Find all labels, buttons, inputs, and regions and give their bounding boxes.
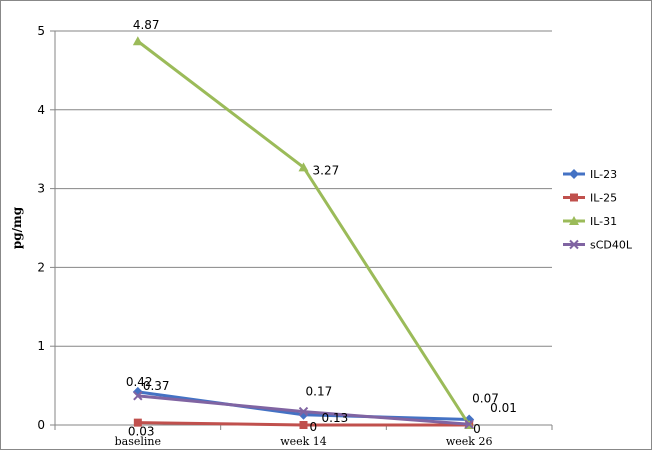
- x-tick-labels: baseline week 14 week 26: [115, 435, 493, 448]
- data-label: 0: [473, 422, 481, 436]
- data-point-scd40l: [133, 391, 143, 401]
- data-point-scd40l: [298, 406, 309, 417]
- legend-item-il-25: IL-25: [563, 192, 617, 205]
- legend-item-scd40l: sCD40L: [563, 239, 633, 252]
- legend-marker-scd40l: [569, 239, 579, 250]
- y-tick-labels: 0 1 2 3 4 5: [37, 24, 45, 432]
- y-tick-label: 4: [37, 103, 45, 117]
- legend-marker-il-25: [570, 193, 578, 202]
- data-point-scd40l: [464, 419, 474, 429]
- data-label: 0.37: [143, 379, 170, 393]
- x-tick-label-week-14: week 14: [280, 435, 327, 448]
- y-tick-label: 3: [37, 182, 45, 196]
- legend-marker-il-23: [569, 169, 579, 179]
- data-label: 0.42: [126, 375, 153, 389]
- series-il-31: [132, 36, 475, 429]
- data-point-il-31: [298, 162, 309, 172]
- legend-label-scd40l: sCD40L: [590, 239, 633, 252]
- legend-label-il-31: IL-31: [590, 215, 617, 228]
- data-label: 4.87: [133, 18, 160, 32]
- series-il-23: [132, 386, 475, 425]
- legend-marker-il-31: [569, 216, 579, 225]
- legend: IL-23 IL-25 IL-31 sCD40L: [563, 168, 633, 252]
- series-lines: [132, 36, 475, 429]
- data-label: 0.07: [472, 391, 499, 405]
- legend-label-il-25: IL-25: [590, 192, 617, 205]
- y-tick-label: 1: [37, 339, 45, 353]
- gridlines: [55, 30, 552, 347]
- legend-item-il-31: IL-31: [563, 215, 617, 228]
- data-labels: 4.87 3.27 0.420.37 0.03 0.17 0.13 0 0.070.01 0: [126, 18, 517, 438]
- legend-label-il-23: IL-23: [590, 168, 617, 181]
- x-tick-label-week-26: week 26: [446, 435, 493, 448]
- data-label: 3.27: [313, 163, 340, 177]
- legend-item-il-23: IL-23: [563, 168, 617, 181]
- data-label: 0.03: [128, 425, 155, 439]
- y-tick-label: 2: [37, 260, 45, 274]
- y-tick-label: 0: [37, 418, 45, 432]
- x-tick-label-baseline: baseline: [115, 435, 161, 448]
- y-tick-label: 5: [37, 24, 45, 38]
- data-label: 0.17: [306, 385, 333, 399]
- series-line-il-31: [136, 40, 471, 426]
- series-scd40l: [133, 391, 474, 429]
- axes: [50, 30, 553, 430]
- data-point-il-25: [299, 421, 308, 429]
- y-axis-title: pg/mg: [10, 206, 24, 249]
- data-label: 0.13: [322, 411, 349, 425]
- data-point-il-25: [133, 418, 142, 427]
- data-label: 0: [310, 420, 318, 434]
- data-label: 0.01: [490, 401, 517, 415]
- data-point-il-31: [132, 36, 143, 46]
